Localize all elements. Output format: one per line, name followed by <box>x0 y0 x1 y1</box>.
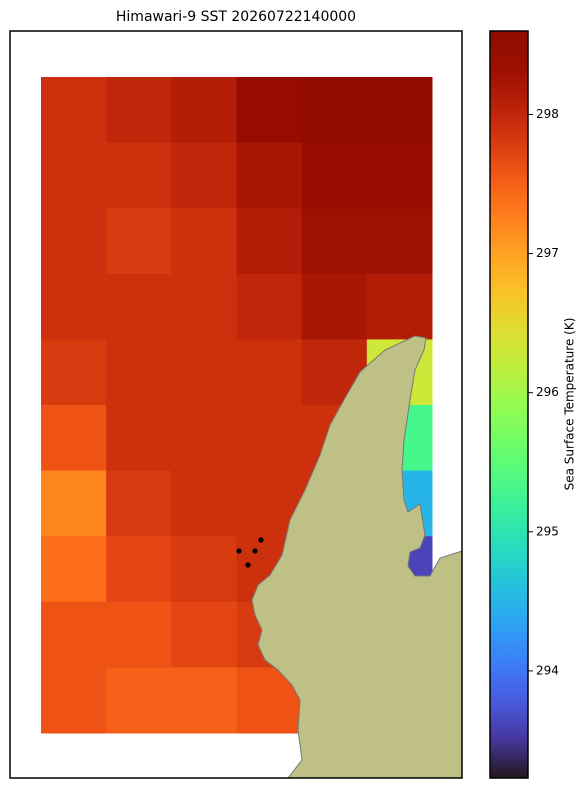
sst-cell <box>236 208 303 275</box>
sst-cell <box>171 667 237 734</box>
map-title: Himawari-9 SST 20260722140000 <box>116 9 356 25</box>
colorbar-tick-label: 297 <box>536 246 559 260</box>
sst-cell <box>236 405 303 472</box>
sst-cell <box>171 601 237 668</box>
sst-cell <box>301 77 368 144</box>
sst-cell <box>236 339 303 406</box>
sst-cell <box>41 142 107 209</box>
sst-cell <box>301 208 368 275</box>
sst-cell <box>366 208 433 275</box>
sst-cell <box>106 470 172 537</box>
colorbar-tick-label: 294 <box>536 663 559 677</box>
sst-cell <box>106 339 172 406</box>
colorbar <box>489 30 529 779</box>
sst-cell <box>106 208 172 275</box>
colorbar-tick-label: 298 <box>536 107 559 121</box>
sst-cell <box>171 470 237 537</box>
colorbar-label: Sea Surface Temperature (K) <box>563 318 577 491</box>
sst-cell <box>301 273 368 340</box>
stations <box>236 537 264 568</box>
sst-cell <box>106 667 172 734</box>
sst-cell <box>41 601 107 668</box>
sst-cell <box>41 667 107 734</box>
sst-cell <box>171 273 237 340</box>
sst-cell <box>41 339 107 406</box>
sst-cell <box>41 405 107 472</box>
sst-cell <box>236 142 303 209</box>
sst-cell <box>106 601 172 668</box>
map-frame <box>9 30 463 779</box>
sst-cell <box>301 142 368 209</box>
sst-cell <box>171 405 237 472</box>
sst-cell <box>41 208 107 275</box>
sst-cell <box>41 77 107 144</box>
land <box>251 335 463 779</box>
sst-cell <box>171 339 237 406</box>
sst-cell <box>366 77 433 144</box>
station <box>236 548 242 554</box>
colorbar-tick-label: 296 <box>536 385 559 399</box>
sst-cell <box>366 273 433 340</box>
sst-cell <box>236 273 303 340</box>
sst-cell <box>106 273 172 340</box>
station <box>258 537 264 543</box>
sst-cell <box>41 273 107 340</box>
sst-cell <box>171 142 237 209</box>
sst-cell <box>171 77 237 144</box>
sst-cell <box>41 470 107 537</box>
sst-cell <box>366 142 433 209</box>
colorbar-tick-label: 295 <box>536 524 559 538</box>
sst-cell <box>106 405 172 472</box>
sst-cell <box>171 536 237 603</box>
sst-cell <box>236 77 303 144</box>
sst-cell <box>171 208 237 275</box>
station <box>252 548 258 554</box>
sst-cell <box>41 536 107 603</box>
sst-cell <box>106 142 172 209</box>
station <box>245 562 251 568</box>
sst-cell <box>106 536 172 603</box>
sst-cell <box>106 77 172 144</box>
